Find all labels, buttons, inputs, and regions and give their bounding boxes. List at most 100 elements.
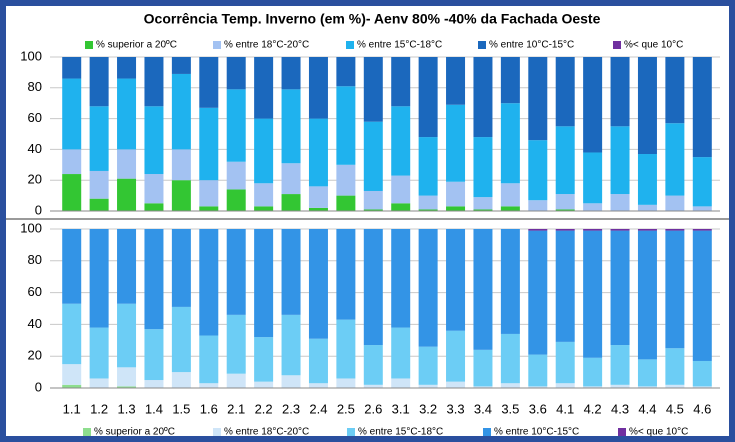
bar-segment [528, 230, 548, 355]
bar-segment [281, 89, 301, 164]
bar-segment [226, 89, 246, 162]
bar-segment [583, 386, 603, 388]
legend-swatch [478, 41, 486, 49]
bar-segment [500, 206, 520, 211]
bar-segment [336, 164, 356, 196]
bar-segment [308, 118, 328, 187]
bar-segment [62, 303, 82, 365]
bar-segment [500, 383, 520, 388]
bar-segment [665, 195, 685, 211]
x-tick-label: 3.4 [474, 401, 492, 416]
bar-segment [144, 203, 164, 211]
bar-segment [117, 149, 137, 179]
bar-segment [583, 152, 603, 204]
bar-segment [692, 386, 712, 388]
bar-segment [336, 378, 356, 388]
bar-segment [528, 200, 548, 211]
bar-segment [226, 161, 246, 190]
bar-segment [692, 157, 712, 207]
bar-segment [418, 195, 438, 210]
bar-segment [254, 381, 274, 388]
bar-segment [555, 194, 575, 210]
bar-segment [473, 197, 493, 210]
legend-label: %< que 10°C [629, 427, 688, 438]
x-tick-label: 1.2 [90, 401, 108, 416]
bar-segment [692, 57, 712, 158]
x-tick-label: 4.1 [556, 401, 574, 416]
bar-segment [254, 57, 274, 119]
bar-segment [62, 149, 82, 175]
bar-segment [692, 229, 712, 231]
bar-segment [199, 229, 219, 336]
bar-segment [363, 209, 383, 211]
y-tick-label: 60 [28, 110, 42, 125]
bar-segment [637, 230, 657, 360]
bar-segment [665, 123, 685, 196]
bar-segment [171, 229, 191, 307]
bar-segment [308, 186, 328, 208]
bar-segment [117, 386, 137, 388]
legend-label: % superior a 20ºC [94, 427, 175, 438]
bar-segment [610, 194, 630, 211]
bar-segment [62, 384, 82, 388]
legend-swatch [83, 428, 91, 436]
bar-segment [89, 327, 109, 379]
bar-segment [117, 303, 137, 368]
bar-segment [117, 229, 137, 304]
bar-segment [583, 203, 603, 211]
bar-segment [308, 57, 328, 119]
bar-segment [665, 230, 685, 349]
bar-segment [226, 57, 246, 90]
bar-segment [610, 384, 630, 388]
bar-segment [391, 229, 411, 328]
bar-segment [89, 170, 109, 199]
x-tick-label: 2.2 [255, 401, 273, 416]
bar-segment [199, 180, 219, 207]
x-tick-label: 4.6 [693, 401, 711, 416]
bar-segment [226, 373, 246, 388]
bar-segment [473, 209, 493, 211]
bar-segment [610, 345, 630, 385]
bar-segment [308, 207, 328, 211]
x-tick-label: 1.6 [200, 401, 218, 416]
bar-segment [446, 229, 466, 331]
bar-segment [336, 229, 356, 320]
bar-segment [89, 198, 109, 211]
x-tick-label: 1.4 [145, 401, 163, 416]
bar-segment [555, 341, 575, 384]
bar-segment [89, 378, 109, 388]
bar-segment [637, 386, 657, 388]
bar-segment [171, 73, 191, 150]
legend-label: % entre 15°C-18°C [357, 40, 442, 51]
y-tick-label: 40 [28, 316, 42, 331]
bar-segment [610, 230, 630, 346]
bar-segment [637, 57, 657, 155]
bar-segment [171, 306, 191, 373]
bar-segment [446, 206, 466, 211]
legend-swatch [618, 428, 626, 436]
bar-segment [363, 384, 383, 388]
y-tick-label: 0 [35, 202, 42, 217]
bar-segment [62, 78, 82, 150]
bar-segment [171, 149, 191, 181]
legend-label: % entre 18°C-20°C [224, 427, 309, 438]
bar-segment [391, 106, 411, 176]
bar-segment [555, 229, 575, 231]
bar-segment [363, 121, 383, 191]
bar-segment [199, 383, 219, 388]
bar-segment [117, 78, 137, 150]
x-tick-label: 4.4 [638, 401, 656, 416]
bar-segment [199, 335, 219, 384]
bar-segment [446, 104, 466, 182]
bar-segment [308, 383, 328, 388]
bar-segment [117, 57, 137, 79]
bar-segment [665, 384, 685, 388]
bar-segment [418, 209, 438, 211]
bar-segment [199, 57, 219, 108]
bar-segment [446, 330, 466, 382]
bar-segment [665, 348, 685, 385]
bar-segment [62, 229, 82, 304]
bar-segment [446, 381, 466, 388]
bar-segment [446, 181, 466, 207]
